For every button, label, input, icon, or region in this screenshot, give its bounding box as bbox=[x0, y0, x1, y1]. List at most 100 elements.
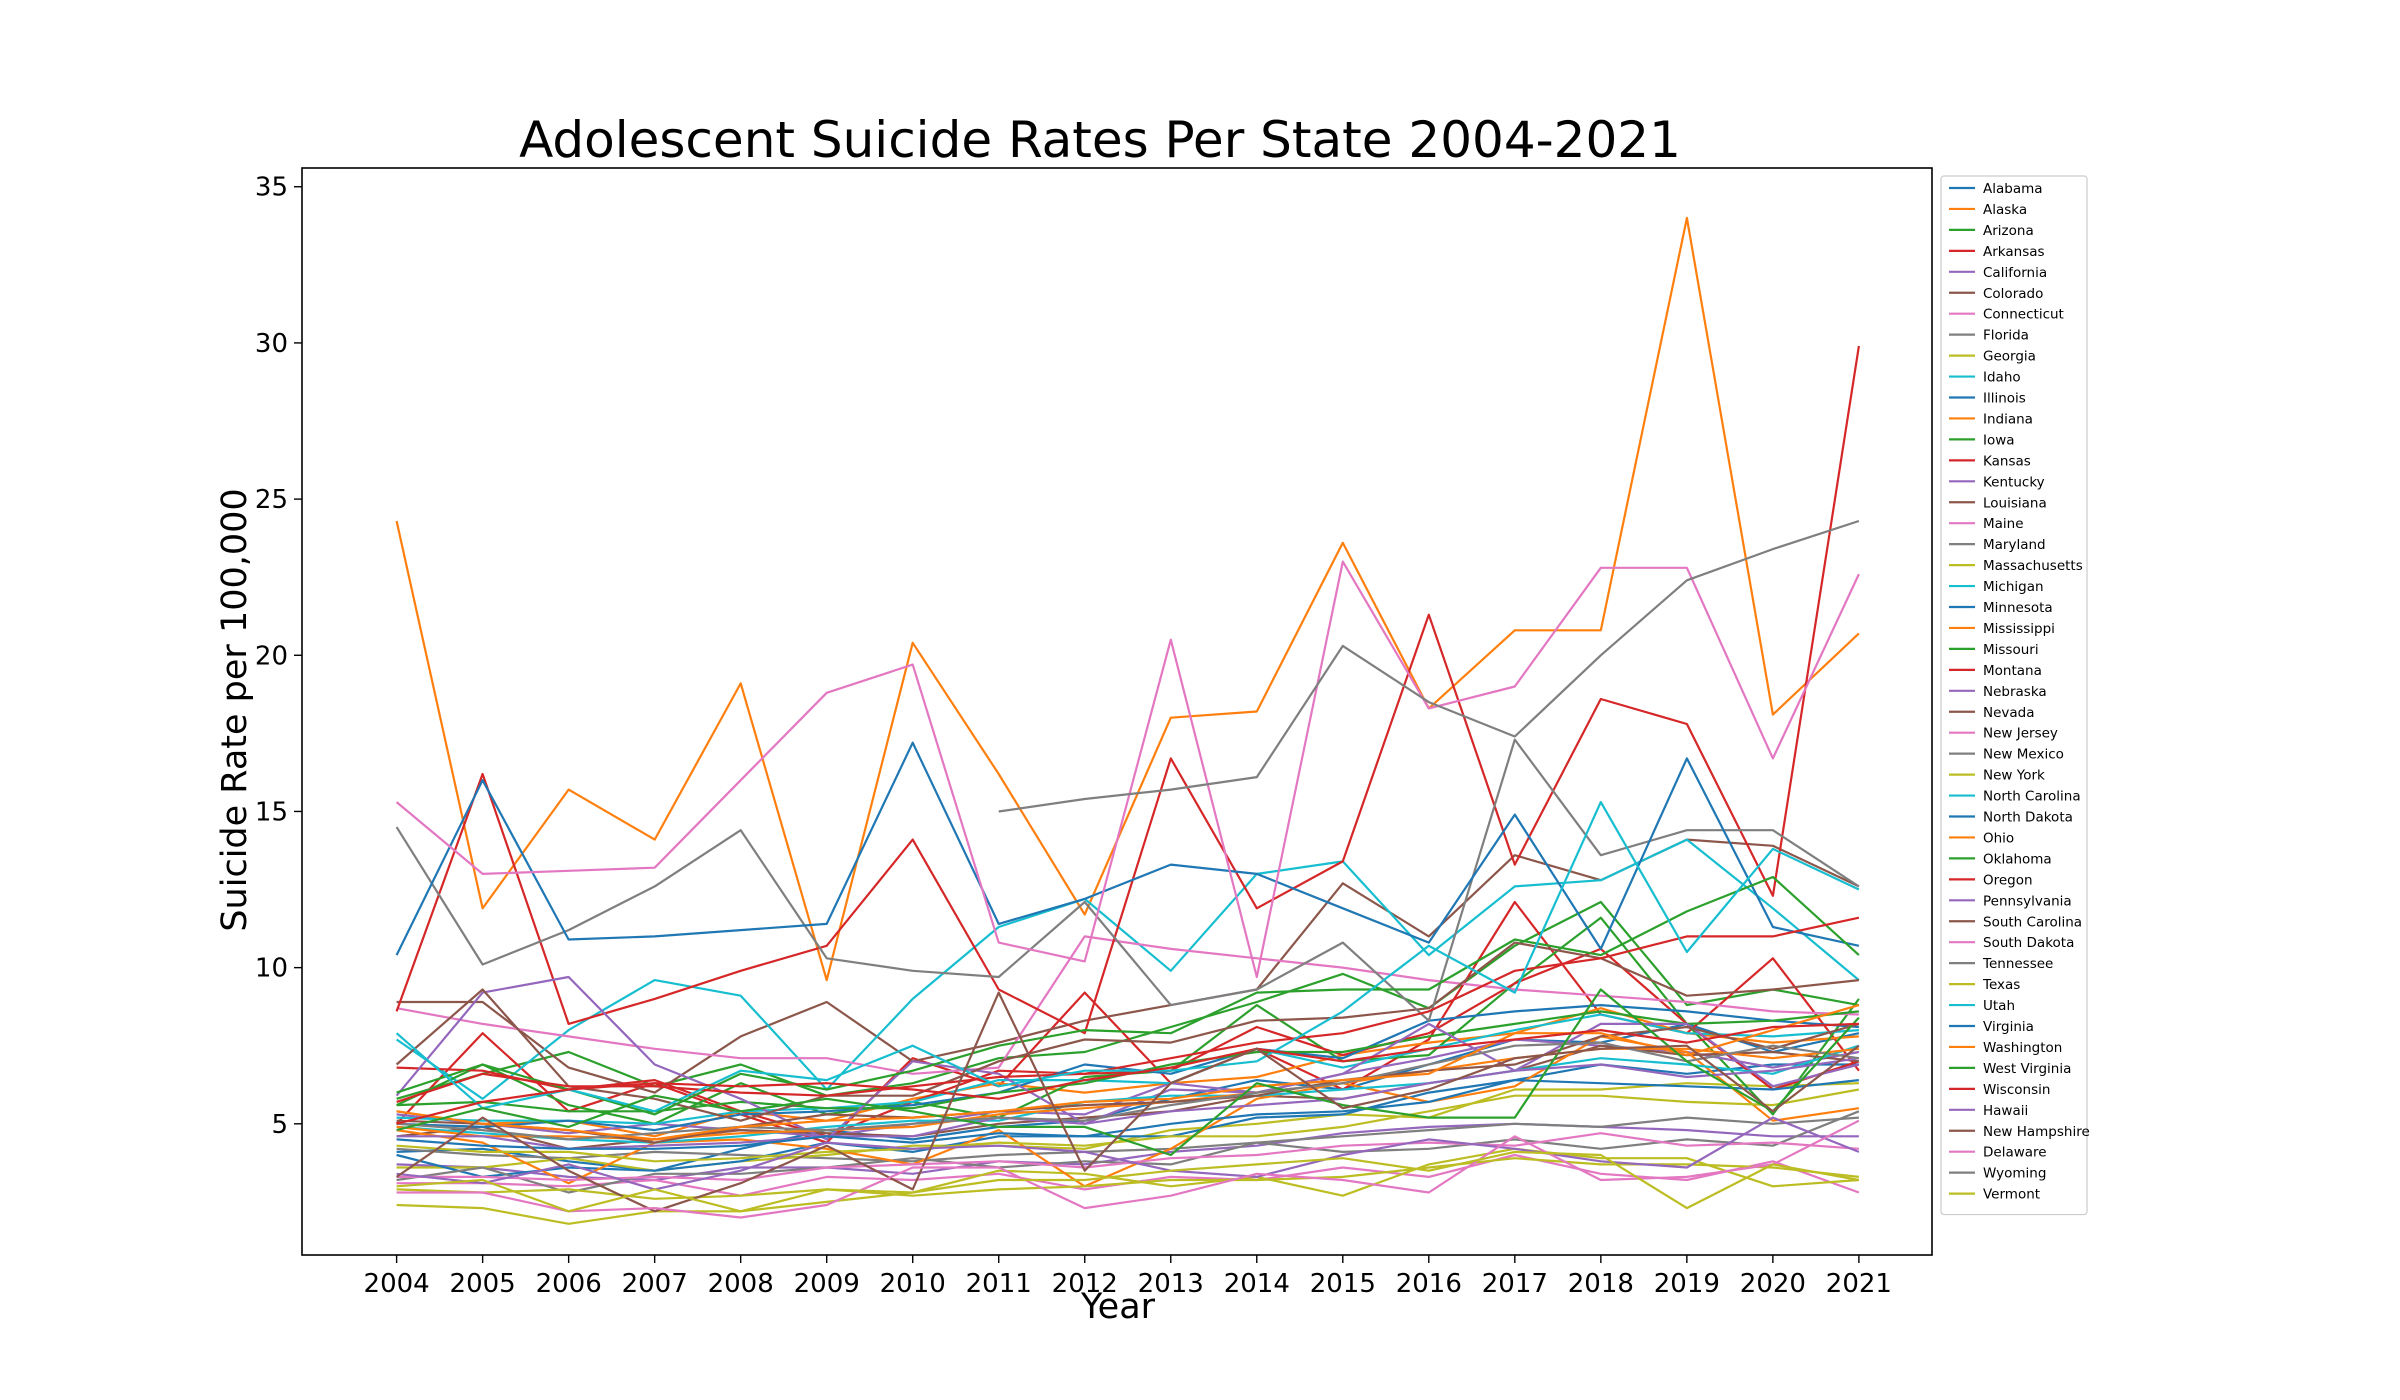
series-line-north-dakota bbox=[395, 741, 1860, 956]
legend-box bbox=[1940, 175, 2088, 1216]
x-tick-label: 2013 bbox=[1138, 1269, 1204, 1299]
legend-label: Arizona bbox=[1983, 223, 2034, 239]
legend-label: Utah bbox=[1983, 998, 2015, 1014]
legend-label: Vermont bbox=[1983, 1187, 2040, 1203]
x-tick-label: 2009 bbox=[794, 1269, 860, 1299]
legend: Alabama Alaska Arizona Arkansas California Co… bbox=[1940, 175, 2090, 1216]
x-tick-label: 2006 bbox=[536, 1269, 602, 1299]
series-line-massachusetts bbox=[396, 1147, 1859, 1225]
legend-label: Mississippi bbox=[1983, 621, 2055, 637]
x-tick-label: 2016 bbox=[1396, 1269, 1462, 1299]
legend-label: Wyoming bbox=[1983, 1166, 2046, 1182]
series-line-oklahoma bbox=[396, 875, 1860, 1116]
series-line-delaware bbox=[396, 1119, 1860, 1219]
legend-label: New Jersey bbox=[1983, 726, 2058, 742]
series-line-pennsylvania bbox=[396, 1057, 1860, 1150]
legend-label: Montana bbox=[1983, 663, 2042, 679]
x-tick-label: 2015 bbox=[1310, 1269, 1376, 1299]
legend-label: Maryland bbox=[1983, 537, 2046, 553]
legend-label: West Virginia bbox=[1983, 1061, 2071, 1077]
legend-label: North Carolina bbox=[1983, 789, 2081, 805]
legend-label: New Mexico bbox=[1983, 747, 2064, 763]
legend-label: Oklahoma bbox=[1983, 851, 2052, 867]
series-line-south-carolina bbox=[396, 1022, 1860, 1144]
x-tick-label: 2021 bbox=[1826, 1269, 1892, 1299]
x-axis-label: Year bbox=[1080, 1287, 1156, 1327]
legend-label: Oregon bbox=[1983, 872, 2033, 888]
series-line-maine bbox=[396, 935, 1859, 1075]
x-tick-label: 2019 bbox=[1654, 1269, 1720, 1299]
x-tick-label: 2011 bbox=[966, 1269, 1032, 1299]
y-tick-label: 35 bbox=[255, 173, 288, 203]
legend-label: New York bbox=[1983, 768, 2045, 784]
x-tick-label: 2017 bbox=[1482, 1269, 1548, 1299]
legend-label: Missouri bbox=[1983, 642, 2039, 658]
x-axis: 2004 2005 2006 2007 2008 2009 2010 2011 2012 2013… bbox=[364, 1255, 1892, 1299]
legend-label: Arkansas bbox=[1983, 244, 2045, 260]
series-line-utah bbox=[395, 801, 1860, 1113]
series-line-nebraska bbox=[395, 975, 1860, 1141]
series-line-hawaii bbox=[396, 1116, 1860, 1191]
y-tick-label: 30 bbox=[255, 329, 288, 359]
series-line-alaska bbox=[395, 216, 1860, 982]
legend-label: South Carolina bbox=[1983, 914, 2082, 930]
series-lines bbox=[395, 216, 1860, 1225]
legend-label: Tennessee bbox=[1982, 956, 2053, 972]
legend-label: Louisiana bbox=[1983, 495, 2047, 511]
legend-label: Massachusetts bbox=[1983, 558, 2083, 574]
chart-title: Adolescent Suicide Rates Per State 2004-… bbox=[519, 111, 1681, 169]
x-tick-label: 2005 bbox=[450, 1269, 516, 1299]
legend-label: Connecticut bbox=[1983, 307, 2064, 323]
legend-label: Minnesota bbox=[1983, 600, 2053, 616]
legend-label: Georgia bbox=[1983, 349, 2036, 365]
legend-label: California bbox=[1983, 265, 2047, 281]
legend-label: Maine bbox=[1983, 516, 2024, 532]
legend-label: Illinois bbox=[1983, 391, 2026, 407]
series-line-new-jersey bbox=[396, 1132, 1859, 1182]
series-line-washington bbox=[396, 1004, 1860, 1141]
legend-label: Indiana bbox=[1983, 411, 2033, 427]
series-line-new-hampshire bbox=[395, 991, 1860, 1213]
legend-label: North Dakota bbox=[1983, 810, 2073, 826]
series-line-minnesota bbox=[396, 1004, 1859, 1132]
legend-label: Ohio bbox=[1983, 830, 2014, 846]
series-line-michigan bbox=[396, 1013, 1859, 1125]
legend-label: Texas bbox=[1982, 977, 2020, 993]
series-line-virginia bbox=[396, 1079, 1860, 1150]
y-tick-label: 5 bbox=[271, 1110, 288, 1140]
series-line-south-dakota bbox=[395, 560, 1860, 979]
legend-label: Pennsylvania bbox=[1983, 893, 2072, 909]
x-tick-label: 2014 bbox=[1224, 1269, 1290, 1299]
x-tick-label: 2012 bbox=[1052, 1269, 1118, 1299]
legend-label: Washington bbox=[1983, 1040, 2062, 1056]
legend-label: Alaska bbox=[1983, 202, 2027, 218]
legend-label: Florida bbox=[1983, 328, 2029, 344]
legend-label: Colorado bbox=[1983, 286, 2043, 302]
series-line-florida bbox=[396, 1116, 1859, 1163]
series-line-california bbox=[396, 1122, 1859, 1182]
legend-label: Iowa bbox=[1983, 432, 2015, 448]
legend-label: Nevada bbox=[1983, 705, 2035, 721]
legend-label: Wisconsin bbox=[1983, 1082, 2050, 1098]
x-tick-label: 2007 bbox=[622, 1269, 688, 1299]
legend-label: Virginia bbox=[1983, 1019, 2034, 1035]
y-tick-label: 20 bbox=[255, 641, 288, 671]
series-line-north-carolina bbox=[396, 1044, 1860, 1144]
plot-frame bbox=[301, 167, 1933, 1256]
series-line-montana bbox=[395, 345, 1860, 1035]
series-line-nevada bbox=[395, 941, 1860, 1122]
series-line-wyoming bbox=[998, 519, 1860, 813]
legend-label: Idaho bbox=[1983, 370, 2021, 386]
series-line-wisconsin bbox=[396, 1022, 1859, 1125]
series-line-oregon bbox=[396, 916, 1860, 1103]
series-line-georgia bbox=[396, 1082, 1859, 1172]
plot-area bbox=[301, 167, 1933, 1256]
y-axis-label: Suicide Rate per 100,000 bbox=[215, 488, 255, 931]
x-tick-label: 2018 bbox=[1568, 1269, 1634, 1299]
y-tick-label: 15 bbox=[255, 797, 288, 827]
y-tick-label: 25 bbox=[255, 485, 288, 515]
x-tick-label: 2010 bbox=[880, 1269, 946, 1299]
legend-label: Nebraska bbox=[1983, 684, 2047, 700]
series-line-vermont bbox=[396, 1150, 1860, 1213]
x-tick-label: 2020 bbox=[1740, 1269, 1806, 1299]
